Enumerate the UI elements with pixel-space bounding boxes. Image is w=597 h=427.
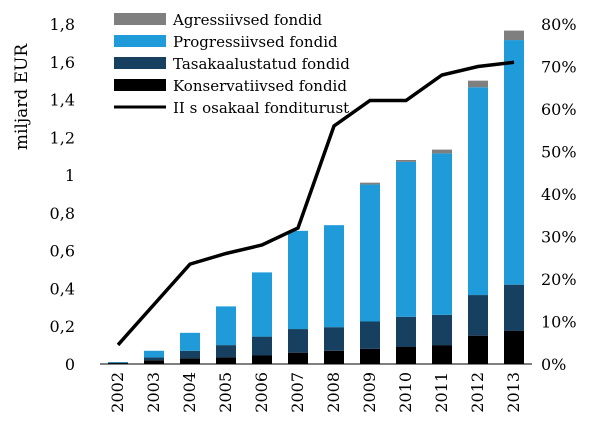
bar-konservatiivsed-fondid-2011 [432, 345, 452, 364]
bar-tasakaalustatud-fondid-2012 [468, 295, 488, 336]
x-tick-label: 2013 [504, 372, 523, 413]
x-tick-label: 2004 [180, 372, 199, 413]
bar-konservatiivsed-fondid-2008 [324, 350, 344, 364]
bar-konservatiivsed-fondid-2013 [504, 330, 524, 364]
y2-tick-label: 0% [541, 355, 566, 374]
y-tick-label: 1 [65, 166, 75, 185]
bar-tasakaalustatud-fondid-2003 [144, 357, 164, 361]
legend-label-ii-s-osakaal-fonditurust: II s osakaal fonditurust [173, 99, 349, 117]
bar-tasakaalustatud-fondid-2002 [108, 362, 128, 364]
x-tick-label: 2005 [216, 372, 235, 413]
x-tick-label: 2009 [360, 372, 379, 413]
bar-tasakaalustatud-fondid-2009 [360, 321, 380, 349]
bar-progressiivsed-fondid-2011 [432, 153, 452, 315]
bar-tasakaalustatud-fondid-2010 [396, 316, 416, 347]
y-tick-label: 0 [65, 355, 75, 374]
bar-tasakaalustatud-fondid-2007 [288, 329, 308, 353]
bar-agressiivsed-fondid-2013 [504, 30, 524, 41]
y-ticks-left: 0 0,2 0,4 0,6 0,8 1 1,2 1,4 1,6 1,8 [50, 15, 75, 374]
x-tick-label: 2003 [144, 372, 163, 413]
x-tick-label: 2012 [468, 372, 487, 413]
y-tick-label: 0,6 [50, 242, 75, 261]
y2-tick-label: 50% [541, 143, 577, 162]
y-ticks-right: 0% 10% 20% 30% 40% 50% 60% 70% 80% [541, 15, 577, 374]
x-tick-label: 2006 [252, 372, 271, 413]
bar-progressiivsed-fondid-2013 [504, 40, 524, 285]
bar-tasakaalustatud-fondid-2011 [432, 314, 452, 346]
bar-progressiivsed-fondid-2008 [324, 225, 344, 328]
legend-label-konservatiivsed-fondid: Konservatiivsed fondid [173, 77, 347, 95]
y-tick-label: 0,4 [50, 279, 75, 298]
bar-konservatiivsed-fondid-2003 [144, 360, 164, 364]
y-tick-label: 1,6 [50, 53, 75, 72]
y2-tick-label: 20% [541, 270, 577, 289]
bar-konservatiivsed-fondid-2009 [360, 348, 380, 364]
bar-progressiivsed-fondid-2004 [180, 332, 200, 351]
legend-label-agressiivsed-fondid: Agressiivsed fondid [172, 11, 323, 29]
y-tick-label: 0,2 [50, 317, 75, 336]
bar-konservatiivsed-fondid-2007 [288, 352, 308, 364]
x-tick-label: 2010 [396, 372, 415, 413]
y2-tick-label: 80% [541, 15, 577, 34]
x-ticks: 2002 2003 2004 2005 2006 2007 2008 2009 2010 2011… [108, 372, 523, 413]
share-line [116, 60, 515, 347]
bar-progressiivsed-fondid-2007 [288, 230, 308, 330]
bar-tasakaalustatud-fondid-2013 [504, 284, 524, 331]
y2-tick-label: 10% [541, 313, 577, 332]
bar-konservatiivsed-fondid-2005 [216, 357, 236, 364]
y-axis-label: miljard EUR [12, 43, 32, 151]
y-tick-label: 0,8 [50, 204, 75, 223]
x-tick-label: 2007 [288, 372, 307, 413]
legend-swatch-tasakaalustatud-fondid [114, 57, 166, 69]
bar-agressiivsed-fondid-2011 [432, 149, 452, 154]
x-tick-label: 2011 [432, 372, 451, 413]
y-tick-label: 1,8 [50, 15, 75, 34]
bar-konservatiivsed-fondid-2004 [180, 358, 200, 364]
bar-progressiivsed-fondid-2005 [216, 306, 236, 346]
y2-tick-label: 30% [541, 228, 577, 247]
bar-tasakaalustatud-fondid-2008 [324, 327, 344, 351]
y2-tick-label: 70% [541, 58, 577, 77]
x-tick-label: 2008 [324, 372, 343, 413]
x-tick-label: 2002 [108, 372, 127, 413]
bar-konservatiivsed-fondid-2012 [468, 335, 488, 364]
bar-tasakaalustatud-fondid-2005 [216, 345, 236, 358]
bar-agressiivsed-fondid-2009 [360, 182, 380, 185]
bars [108, 30, 524, 364]
legend-swatch-agressiivsed-fondid [114, 13, 166, 25]
bar-progressiivsed-fondid-2006 [252, 272, 272, 337]
legend-label-progressiivsed-fondid: Progressiivsed fondid [173, 33, 338, 51]
legend-swatch-progressiivsed-fondid [114, 35, 166, 47]
legend-label-tasakaalustatud-fondid: Tasakaalustatud fondid [173, 55, 350, 73]
legend: Agressiivsed fondid Progressiivsed fondid… [114, 11, 350, 117]
y2-tick-label: 40% [541, 185, 577, 204]
bar-agressiivsed-fondid-2012 [468, 80, 488, 88]
y-tick-label: 1,4 [50, 91, 75, 110]
bar-progressiivsed-fondid-2003 [144, 350, 164, 358]
bar-tasakaalustatud-fondid-2006 [252, 336, 272, 356]
bar-konservatiivsed-fondid-2006 [252, 355, 272, 364]
legend-swatch-konservatiivsed-fondid [114, 79, 166, 91]
y-tick-label: 1,2 [50, 128, 75, 147]
bar-konservatiivsed-fondid-2010 [396, 347, 416, 364]
bar-progressiivsed-fondid-2012 [468, 87, 488, 296]
bar-progressiivsed-fondid-2002 [108, 362, 128, 363]
bar-tasakaalustatud-fondid-2004 [180, 350, 200, 359]
bar-progressiivsed-fondid-2009 [360, 184, 380, 322]
bar-progressiivsed-fondid-2010 [396, 161, 416, 317]
y2-tick-label: 60% [541, 100, 577, 119]
bar-agressiivsed-fondid-2010 [396, 160, 416, 162]
